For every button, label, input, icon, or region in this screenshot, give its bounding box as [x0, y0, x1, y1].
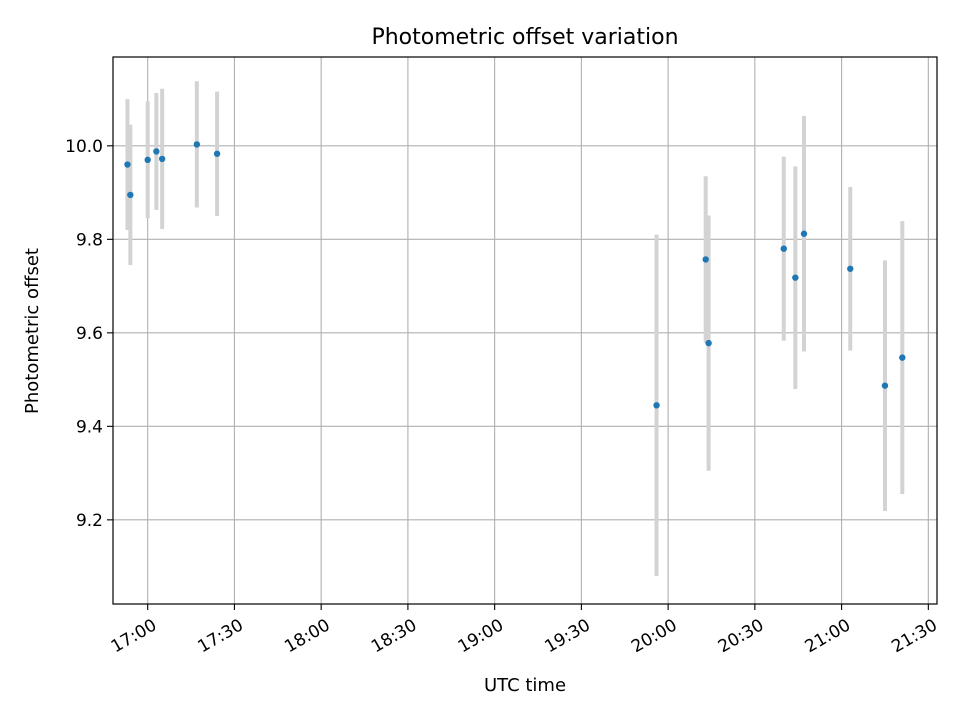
data-point	[847, 265, 854, 272]
data-point	[124, 161, 131, 168]
data-point	[158, 155, 166, 163]
chart-title: Photometric offset variation	[371, 25, 678, 50]
data-point	[144, 156, 151, 164]
grid	[113, 57, 937, 604]
data-point	[653, 402, 660, 409]
data-point	[780, 245, 787, 252]
data-point	[153, 148, 160, 155]
y-axis-label: Photometric offset	[22, 248, 43, 414]
y-tick-label: 9.6	[76, 324, 103, 344]
y-tick-label: 9.8	[76, 230, 103, 250]
y-tick-label: 9.2	[76, 511, 103, 531]
data-point	[881, 382, 889, 389]
y-tick-label: 10.0	[65, 137, 103, 157]
data-point	[193, 141, 201, 148]
y-axis: 9.2 9.4 9.6 9.8 10.0	[65, 137, 113, 531]
data-point	[702, 256, 709, 263]
data-point	[800, 230, 808, 237]
data-point	[792, 274, 799, 281]
data-point	[705, 339, 712, 347]
y-tick-label: 9.4	[76, 417, 103, 437]
data-point	[213, 150, 221, 157]
data-point	[127, 191, 134, 199]
data-point	[899, 354, 906, 361]
data-points	[124, 141, 906, 409]
plot-frame	[112, 56, 938, 605]
x-axis-label: UTC time	[484, 675, 566, 696]
